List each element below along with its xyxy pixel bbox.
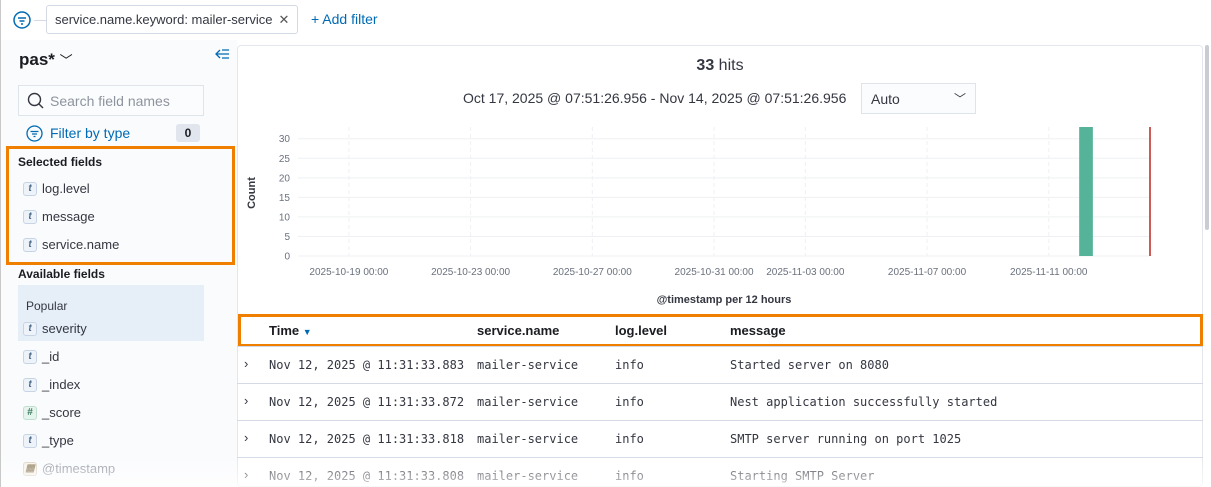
expand-row-icon[interactable]: › [244, 430, 249, 445]
field-item[interactable]: t severity [23, 321, 87, 336]
histogram-chart[interactable]: 0 5 10 15 20 25 30 2025-10-19 00:00 2025-10-23 0… [237, 115, 1203, 315]
expand-row-icon[interactable]: › [244, 393, 249, 408]
expand-row-icon[interactable]: › [244, 356, 249, 371]
add-filter-button[interactable]: + Add filter [311, 11, 378, 27]
field-type-icon: t [23, 321, 37, 336]
y-axis-label: Count [246, 177, 258, 209]
table-cell: Nest application successfully started [730, 395, 998, 409]
main-panel [237, 45, 1203, 487]
chevron-down-icon: ﹀ [953, 92, 966, 106]
y-tick-label: 20 [279, 173, 291, 184]
time-range: Oct 17, 2025 @ 07:51:26.956 - Nov 14, 20… [463, 90, 847, 106]
table-header-highlight [238, 314, 1203, 347]
filter-pill[interactable]: service.name.keyword: mailer-service ✕ [46, 5, 299, 34]
table-cell: info [615, 432, 644, 446]
table-cell: mailer-service [477, 395, 579, 409]
field-name: service.name [42, 237, 120, 252]
hits-label: hits [718, 57, 744, 74]
x-tick-label: 2025-11-07 00:00 [888, 267, 967, 278]
field-name: _score [42, 405, 82, 420]
hits-number: 33 [696, 57, 715, 74]
filter-icon[interactable] [13, 11, 31, 29]
scrollbar[interactable] [1205, 45, 1209, 230]
field-item[interactable]: t _index [23, 377, 80, 392]
available-fields-title: Available fields [18, 267, 105, 281]
field-item[interactable]: t _id [23, 349, 59, 364]
field-item[interactable]: # _score [23, 405, 81, 420]
field-name: message [42, 209, 95, 224]
fade-overlay [1, 455, 1211, 487]
field-type-icon: t [23, 181, 37, 196]
search-icon [27, 92, 44, 109]
table-cell: mailer-service [477, 432, 579, 446]
index-pattern-label: pas* [19, 50, 55, 69]
table-cell: Started server on 8080 [730, 358, 889, 372]
row-divider [237, 383, 1203, 384]
x-tick-label: 2025-10-23 00:00 [431, 267, 510, 278]
y-tick-label: 30 [279, 134, 291, 145]
table-cell: Nov 12, 2025 @ 11:31:33.883 [269, 358, 465, 372]
y-tick-label: 5 [284, 232, 290, 243]
column-header-message[interactable]: message [730, 323, 786, 338]
bar [1079, 127, 1093, 256]
field-item[interactable]: t service.name [23, 237, 119, 252]
selected-fields-highlight [6, 146, 235, 265]
interval-select[interactable]: Auto ﹀ [861, 83, 976, 114]
popular-section [18, 285, 204, 341]
field-type-icon: t [23, 209, 37, 224]
y-tick-label: 25 [279, 154, 291, 165]
table-cell: Nov 12, 2025 @ 11:31:33.818 [269, 432, 465, 446]
field-type-icon: t [23, 377, 37, 392]
selected-fields-title: Selected fields [18, 155, 103, 169]
y-tick-label: 10 [279, 212, 291, 223]
table-cell: info [615, 358, 644, 372]
field-name: _id [42, 349, 60, 364]
row-divider [237, 420, 1203, 421]
column-label: Time [269, 323, 300, 338]
index-pattern-selector[interactable]: pas* ﹀ [19, 50, 73, 70]
field-type-icon: t [23, 237, 37, 252]
table-cell: SMTP server running on port 1025 [730, 432, 962, 446]
x-tick-label: 2025-10-31 00:00 [675, 267, 754, 278]
hits-count: 33 hits [237, 57, 1203, 75]
filter-label: service.name.keyword: mailer-service [55, 12, 273, 27]
field-type-icon: t [23, 433, 37, 448]
table-cell: mailer-service [477, 358, 579, 372]
field-item[interactable]: t log.level [23, 181, 90, 196]
popular-title: Popular [26, 299, 68, 313]
filter-count-badge: 0 [176, 124, 200, 142]
column-header-service-name[interactable]: service.name [477, 323, 560, 338]
divider [34, 20, 46, 21]
field-name: _index [42, 377, 81, 392]
field-type-icon: # [23, 405, 37, 420]
field-name: _type [42, 433, 74, 448]
chevron-down-icon: ﹀ [59, 53, 73, 68]
x-axis-label: @timestamp per 12 hours [657, 294, 792, 306]
column-header-log-level[interactable]: log.level [615, 323, 668, 338]
filter-type-icon [26, 125, 43, 142]
x-tick-label: 2025-10-19 00:00 [309, 267, 388, 278]
x-tick-label: 2025-10-27 00:00 [553, 267, 632, 278]
table-cell: Nov 12, 2025 @ 11:31:33.872 [269, 395, 465, 409]
sort-down-icon[interactable]: ▼ [302, 327, 312, 337]
field-name: severity [42, 321, 87, 336]
interval-value: Auto [871, 91, 900, 107]
field-type-icon: t [23, 349, 37, 364]
field-item[interactable]: t message [23, 209, 95, 224]
table-cell: info [615, 395, 644, 409]
collapse-sidebar-icon[interactable] [214, 48, 230, 62]
x-tick-label: 2025-11-11 00:00 [1010, 267, 1088, 278]
y-tick-label: 15 [279, 193, 291, 204]
x-tick-label: 2025-11-03 00:00 [766, 267, 845, 278]
field-item[interactable]: t _type [23, 433, 74, 448]
search-field-input[interactable]: Search field names [18, 85, 204, 116]
close-icon[interactable]: ✕ [278, 12, 290, 27]
row-divider [237, 346, 1203, 347]
field-name: log.level [42, 181, 90, 196]
y-tick-label: 0 [284, 252, 290, 263]
column-header-time[interactable]: Time ▼ [269, 323, 312, 338]
filter-by-type-button[interactable]: Filter by type [50, 125, 131, 141]
